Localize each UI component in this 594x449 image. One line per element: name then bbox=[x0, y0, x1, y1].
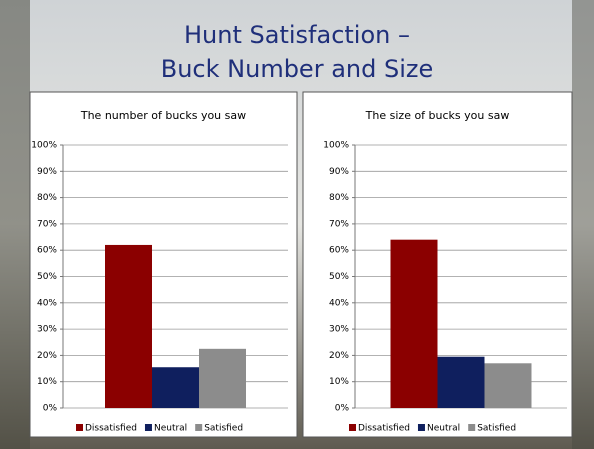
bar bbox=[152, 367, 199, 408]
y-tick-label: 20% bbox=[329, 351, 349, 361]
y-tick-label: 60% bbox=[329, 246, 349, 256]
slide-title: Buck Number and Size bbox=[161, 55, 433, 83]
bar bbox=[390, 239, 438, 408]
y-tick-label: 90% bbox=[37, 167, 57, 177]
legend-swatch bbox=[417, 424, 425, 431]
legend-label: Neutral bbox=[154, 424, 187, 434]
legend-swatch bbox=[349, 424, 356, 431]
legend-swatch bbox=[144, 424, 152, 431]
legend-swatch bbox=[195, 424, 203, 431]
y-tick-label: 40% bbox=[37, 298, 57, 308]
y-tick-label: 40% bbox=[329, 298, 349, 308]
y-tick-label: 30% bbox=[37, 325, 57, 335]
y-tick-label: 10% bbox=[37, 377, 57, 387]
slide-title: Hunt Satisfaction – bbox=[184, 21, 410, 49]
y-tick-label: 50% bbox=[329, 272, 349, 282]
legend-label: Dissatisfied bbox=[358, 424, 410, 434]
legend-label: Satisfied bbox=[204, 424, 243, 434]
legend-swatch bbox=[468, 424, 476, 431]
y-tick-label: 20% bbox=[37, 351, 57, 361]
y-tick-label: 70% bbox=[37, 219, 57, 229]
y-tick-label: 10% bbox=[329, 377, 349, 387]
chart-title: The size of bucks you saw bbox=[365, 109, 510, 122]
y-tick-label: 100% bbox=[31, 141, 57, 151]
bar bbox=[105, 244, 152, 408]
y-tick-label: 100% bbox=[323, 141, 349, 151]
y-tick-label: 0% bbox=[335, 404, 350, 414]
chart-title: The number of bucks you saw bbox=[80, 109, 246, 122]
bar bbox=[199, 348, 246, 408]
background-trees bbox=[572, 0, 594, 449]
legend-label: Dissatisfied bbox=[85, 424, 137, 434]
legend-label: Neutral bbox=[427, 424, 460, 434]
y-tick-label: 70% bbox=[329, 219, 349, 229]
y-tick-label: 80% bbox=[329, 193, 349, 203]
y-tick-label: 50% bbox=[37, 272, 57, 282]
y-tick-label: 30% bbox=[329, 325, 349, 335]
background-trees bbox=[0, 0, 30, 449]
y-tick-label: 0% bbox=[43, 404, 58, 414]
y-tick-label: 80% bbox=[37, 193, 57, 203]
y-tick-label: 90% bbox=[329, 167, 349, 177]
legend-swatch bbox=[76, 424, 83, 431]
y-tick-label: 60% bbox=[37, 246, 57, 256]
bar bbox=[437, 356, 485, 408]
bar bbox=[484, 363, 532, 408]
legend-label: Satisfied bbox=[477, 424, 516, 434]
